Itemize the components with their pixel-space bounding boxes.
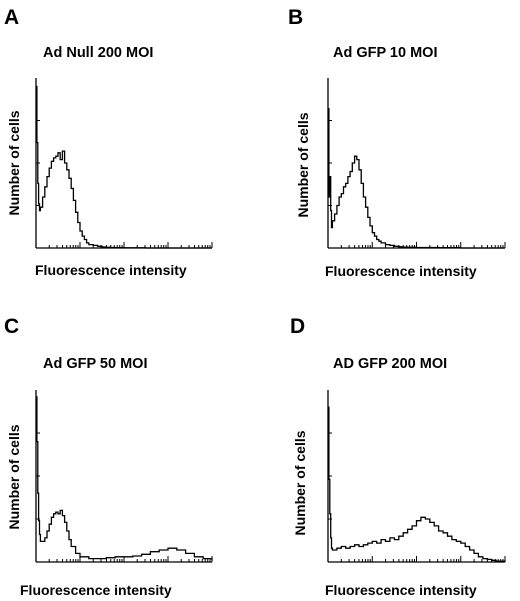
y-axis-label-b: Number of cells bbox=[295, 112, 311, 217]
panel-letter-d: D bbox=[290, 315, 305, 338]
x-axis-label-d: Fluorescence intensity bbox=[325, 582, 477, 598]
panel-letter-b: B bbox=[288, 6, 303, 29]
x-axis-label-b: Fluorescence intensity bbox=[325, 263, 477, 279]
histogram-series-a bbox=[36, 85, 212, 249]
panel-b: B Ad GFP 10 MOI Number of cells Fluoresc… bbox=[288, 6, 506, 279]
panel-d: D AD GFP 200 MOI Number of cells Fluores… bbox=[290, 315, 506, 598]
panel-title-c: Ad GFP 50 MOI bbox=[43, 356, 147, 372]
y-axis-label-a: Number of cells bbox=[6, 110, 22, 215]
panel-letter-a: A bbox=[4, 6, 19, 29]
panel-letter-c: C bbox=[4, 315, 19, 338]
histogram-series-c bbox=[36, 396, 213, 561]
panel-c: C Ad GFP 50 MOI Number of cells Fluoresc… bbox=[4, 315, 213, 598]
x-axis-label-c: Fluorescence intensity bbox=[20, 582, 172, 598]
panel-title-a: Ad Null 200 MOI bbox=[43, 45, 153, 61]
y-axis-label-c: Number of cells bbox=[6, 424, 22, 529]
panel-a: A Ad Null 200 MOI Number of cells Fluore… bbox=[4, 6, 213, 278]
y-axis-label-d: Number of cells bbox=[292, 430, 308, 535]
histogram-series-d bbox=[328, 406, 506, 562]
histogram-series-b bbox=[328, 107, 505, 249]
panel-title-b: Ad GFP 10 MOI bbox=[333, 45, 437, 61]
panel-title-d: AD GFP 200 MOI bbox=[333, 356, 447, 372]
x-axis-label-a: Fluorescence intensity bbox=[35, 262, 187, 278]
